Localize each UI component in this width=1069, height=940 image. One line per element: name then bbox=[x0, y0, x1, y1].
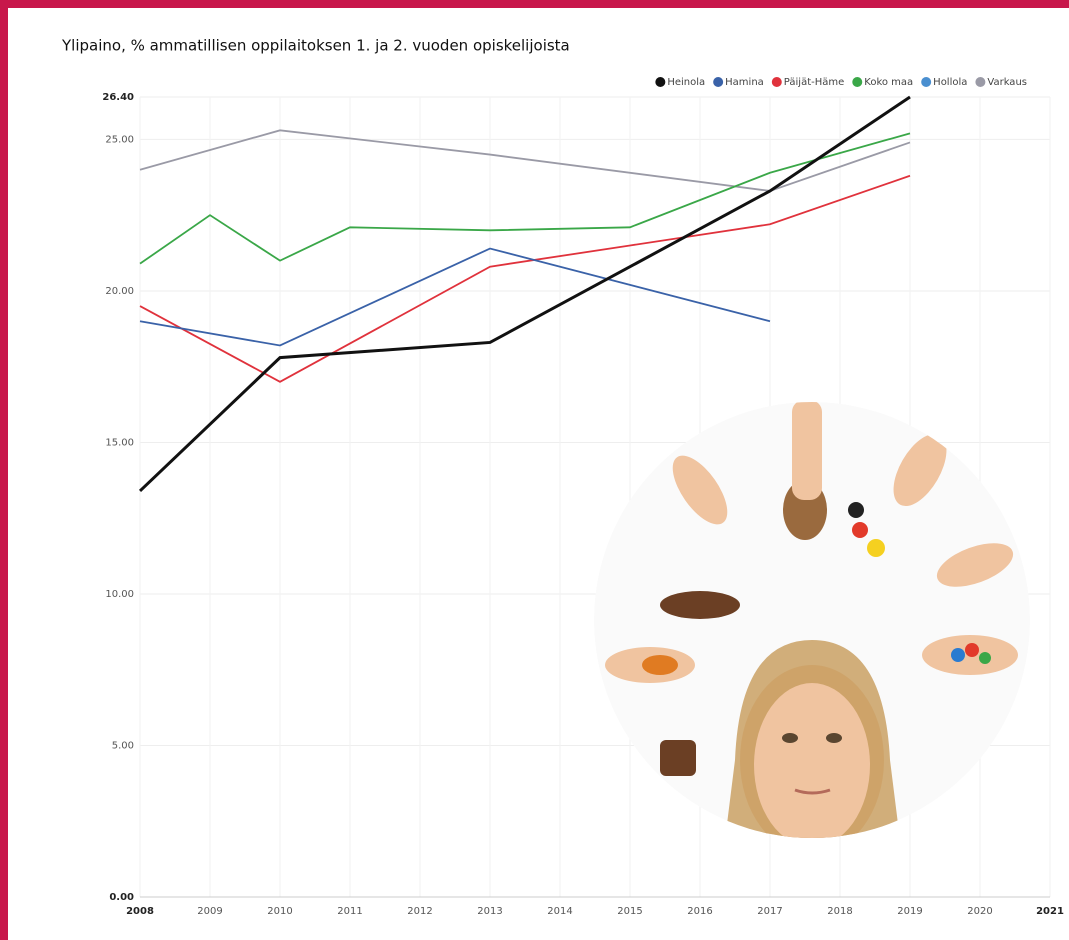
x-tick-label: 2020 bbox=[967, 906, 992, 917]
y-tick-label: 15.00 bbox=[105, 437, 134, 448]
y-tick-label: 10.00 bbox=[105, 589, 134, 600]
y-tick-label: 20.00 bbox=[105, 286, 134, 297]
legend-marker bbox=[655, 77, 666, 87]
x-tick-label: 2008 bbox=[126, 906, 154, 917]
x-tick-label: 2019 bbox=[897, 906, 922, 917]
y-tick-label: 0.00 bbox=[109, 892, 134, 903]
x-tick-label: 2010 bbox=[267, 906, 292, 917]
x-tick-label: 2018 bbox=[827, 906, 852, 917]
legend-label: Päijät-Häme bbox=[784, 77, 844, 88]
chart-title: Ylipaino, % ammatillisen oppilaitoksen 1… bbox=[61, 37, 570, 55]
series-line bbox=[138, 95, 911, 493]
x-tick-label: 2013 bbox=[477, 906, 502, 917]
x-tick-label: 2009 bbox=[197, 906, 222, 917]
photo bbox=[594, 402, 1030, 838]
x-tick-label: 2016 bbox=[687, 906, 712, 917]
legend-label: Hamina bbox=[725, 77, 764, 88]
x-tick-label: 2012 bbox=[407, 906, 432, 917]
series-line bbox=[139, 247, 771, 347]
legend-marker bbox=[975, 77, 986, 87]
legend-marker bbox=[921, 77, 932, 87]
y-tick-label: 25.00 bbox=[105, 134, 134, 145]
legend-label: Hollola bbox=[933, 77, 967, 88]
x-tick-label: 2014 bbox=[547, 906, 572, 917]
series-line bbox=[139, 174, 911, 383]
y-tick-label: 26.40 bbox=[102, 92, 134, 103]
x-tick-label: 2017 bbox=[757, 906, 782, 917]
x-tick-label: 2011 bbox=[337, 906, 362, 917]
x-tick-label: 2015 bbox=[617, 906, 642, 917]
legend-marker bbox=[852, 77, 863, 87]
series-line bbox=[139, 132, 911, 265]
y-tick-label: 5.00 bbox=[112, 740, 134, 751]
legend-label: Heinola bbox=[667, 77, 705, 88]
legend-label: Koko maa bbox=[864, 77, 913, 88]
x-tick-label: 2021 bbox=[1036, 906, 1064, 917]
series-line bbox=[139, 129, 911, 192]
legend-marker bbox=[713, 77, 724, 87]
legend-marker bbox=[771, 77, 782, 87]
legend-label: Varkaus bbox=[987, 77, 1027, 88]
